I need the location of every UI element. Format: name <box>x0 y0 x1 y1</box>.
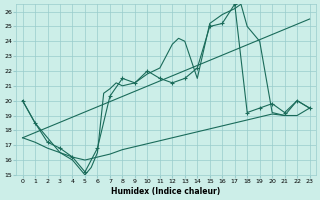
X-axis label: Humidex (Indice chaleur): Humidex (Indice chaleur) <box>111 187 221 196</box>
